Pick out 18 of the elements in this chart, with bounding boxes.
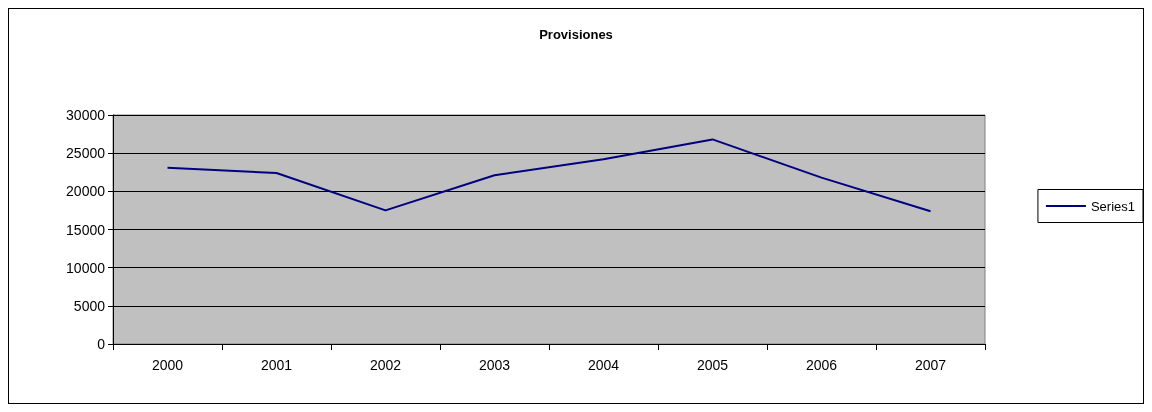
y-tick-label: 25000 [66, 145, 106, 162]
x-tick-label: 2007 [914, 357, 947, 373]
y-tick-label: 20000 [66, 183, 106, 200]
legend-label: Series1 [1090, 198, 1135, 214]
y-tick-label: 0 [97, 336, 106, 352]
x-tick-label: 2003 [478, 357, 511, 373]
x-tick-label: 2004 [587, 357, 620, 373]
chart-title: Provisiones [539, 27, 613, 42]
x-tick-label: 2006 [805, 357, 838, 373]
y-tick-label: 5000 [73, 297, 106, 314]
x-tick-label: 2000 [151, 357, 184, 373]
x-tick-label: 2001 [260, 357, 293, 373]
y-tick-label: 10000 [66, 259, 106, 276]
x-tick-label: 2005 [696, 357, 729, 373]
y-tick-label: 30000 [66, 107, 106, 123]
line-series [166, 138, 932, 213]
y-tick-label: 15000 [66, 221, 106, 238]
x-tick-label: 2002 [369, 357, 402, 373]
